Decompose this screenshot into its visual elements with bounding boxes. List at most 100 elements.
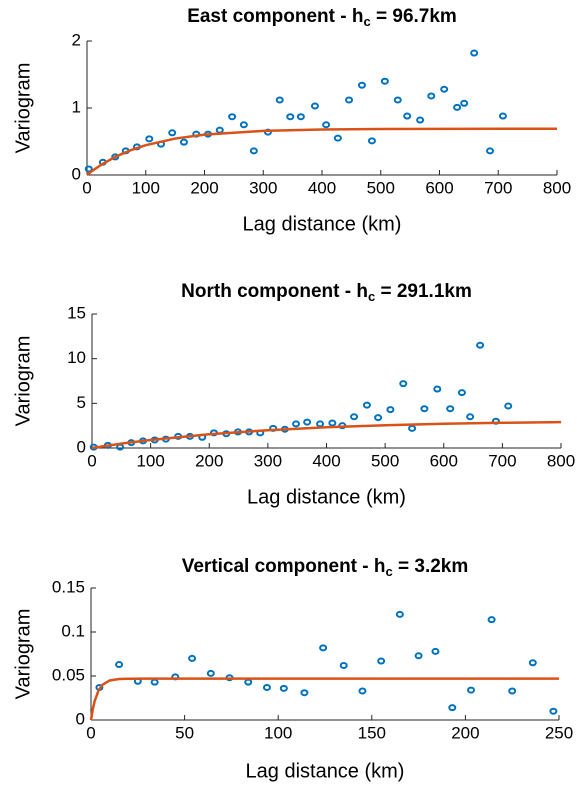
title-subscript: c [386, 564, 393, 579]
data-point [367, 137, 376, 145]
y-tick-label: 0.05 [52, 665, 85, 684]
data-point [328, 419, 337, 427]
y-tick-label: 1 [72, 97, 81, 116]
x-tick-label: 400 [308, 178, 336, 197]
x-tick-label: 800 [547, 451, 575, 470]
data-point [508, 687, 517, 695]
data-point [319, 644, 328, 652]
x-tick-label: 50 [175, 723, 194, 742]
x-tick-label: 150 [358, 723, 386, 742]
data-point [528, 659, 537, 667]
fit-line [91, 420, 562, 450]
data-point [115, 661, 124, 669]
data-point [427, 92, 436, 100]
data-point [249, 147, 258, 155]
x-tick-label: 500 [367, 178, 395, 197]
data-point [408, 424, 417, 432]
y-tick-label: 0 [72, 164, 81, 183]
data-point [215, 126, 224, 134]
data-point [84, 165, 93, 173]
data-point [433, 385, 442, 393]
subplot-title: Vertical component - hc = 3.2km [182, 556, 469, 579]
data-point [316, 420, 325, 428]
data-point [487, 616, 496, 624]
x-tick-label: 500 [371, 451, 399, 470]
data-point [467, 686, 476, 694]
data-point [460, 99, 469, 107]
x-tick-label: 0 [86, 723, 95, 742]
data-point [188, 654, 197, 662]
data-point [420, 405, 429, 413]
data-point [358, 687, 367, 695]
x-tick-label: 700 [488, 451, 516, 470]
x-tick-label: 600 [430, 451, 458, 470]
data-point [244, 678, 253, 686]
y-tick-label: 10 [67, 348, 86, 367]
data-point [292, 420, 301, 428]
data-point [403, 112, 412, 120]
data-point [486, 147, 495, 155]
y-tick-label: 2 [72, 30, 81, 49]
data-point [448, 704, 457, 712]
title-text: Vertical component - h [182, 556, 386, 577]
x-tick-label: 0 [82, 178, 91, 197]
data-point [380, 77, 389, 85]
x-tick-label: 200 [190, 178, 218, 197]
y-tick-label: 0 [76, 709, 85, 728]
x-tick-label: 0 [87, 451, 96, 470]
data-point [339, 661, 348, 669]
x-axis-label: Lag distance (km) [246, 760, 405, 782]
x-axis-label: Lag distance (km) [247, 486, 406, 508]
title-suffix: = 291.1km [375, 281, 472, 302]
title-subscript: c [363, 14, 370, 29]
data-point [416, 116, 425, 124]
data-point [399, 380, 408, 388]
data-point [446, 405, 455, 413]
data-point [470, 49, 479, 57]
data-point [239, 121, 248, 129]
data-point [303, 418, 312, 426]
x-tick-label: 100 [132, 178, 160, 197]
title-suffix: = 3.2km [393, 556, 469, 577]
y-tick-label: 5 [77, 393, 86, 412]
title-text: East component - h [187, 6, 363, 27]
x-axis-label: Lag distance (km) [243, 213, 402, 235]
data-point [357, 81, 366, 89]
data-point [322, 121, 331, 129]
x-tick-label: 100 [136, 451, 164, 470]
data-point [386, 406, 395, 414]
subplot-title: North component - hc = 291.1km [181, 281, 472, 304]
data-point [179, 138, 188, 146]
x-tick-label: 200 [451, 723, 479, 742]
y-tick-label: 0.15 [52, 577, 85, 596]
data-point [377, 657, 386, 665]
data-point [549, 707, 558, 715]
y-tick-label: 15 [67, 303, 86, 322]
data-point [498, 112, 507, 120]
data-point [206, 669, 215, 677]
data-point [350, 413, 359, 421]
data-point [262, 683, 271, 691]
data-point [286, 113, 295, 121]
title-text: North component - h [181, 281, 368, 302]
data-point [279, 684, 288, 692]
x-tick-label: 800 [543, 178, 571, 197]
data-point [145, 135, 154, 143]
data-point [431, 647, 440, 655]
y-axis-label: Variogram [12, 609, 34, 700]
y-tick-label: 0 [77, 437, 86, 456]
y-axis-label: Variogram [12, 63, 34, 154]
title-suffix: = 96.7km [371, 6, 457, 27]
data-point [275, 96, 284, 104]
data-point [393, 96, 402, 104]
data-point [414, 652, 423, 660]
x-tick-label: 300 [249, 178, 277, 197]
x-tick-label: 400 [312, 451, 340, 470]
data-point [440, 85, 449, 93]
subplot: Vertical component - hc = 3.2km 0 50 100 150… [12, 556, 573, 782]
data-point [466, 413, 475, 421]
data-point [150, 678, 159, 686]
fit-line [86, 127, 558, 176]
